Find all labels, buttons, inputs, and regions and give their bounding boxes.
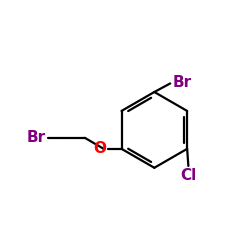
Text: O: O — [93, 141, 106, 156]
Text: Cl: Cl — [180, 168, 196, 184]
Text: Br: Br — [27, 130, 46, 145]
Text: Br: Br — [172, 75, 191, 90]
